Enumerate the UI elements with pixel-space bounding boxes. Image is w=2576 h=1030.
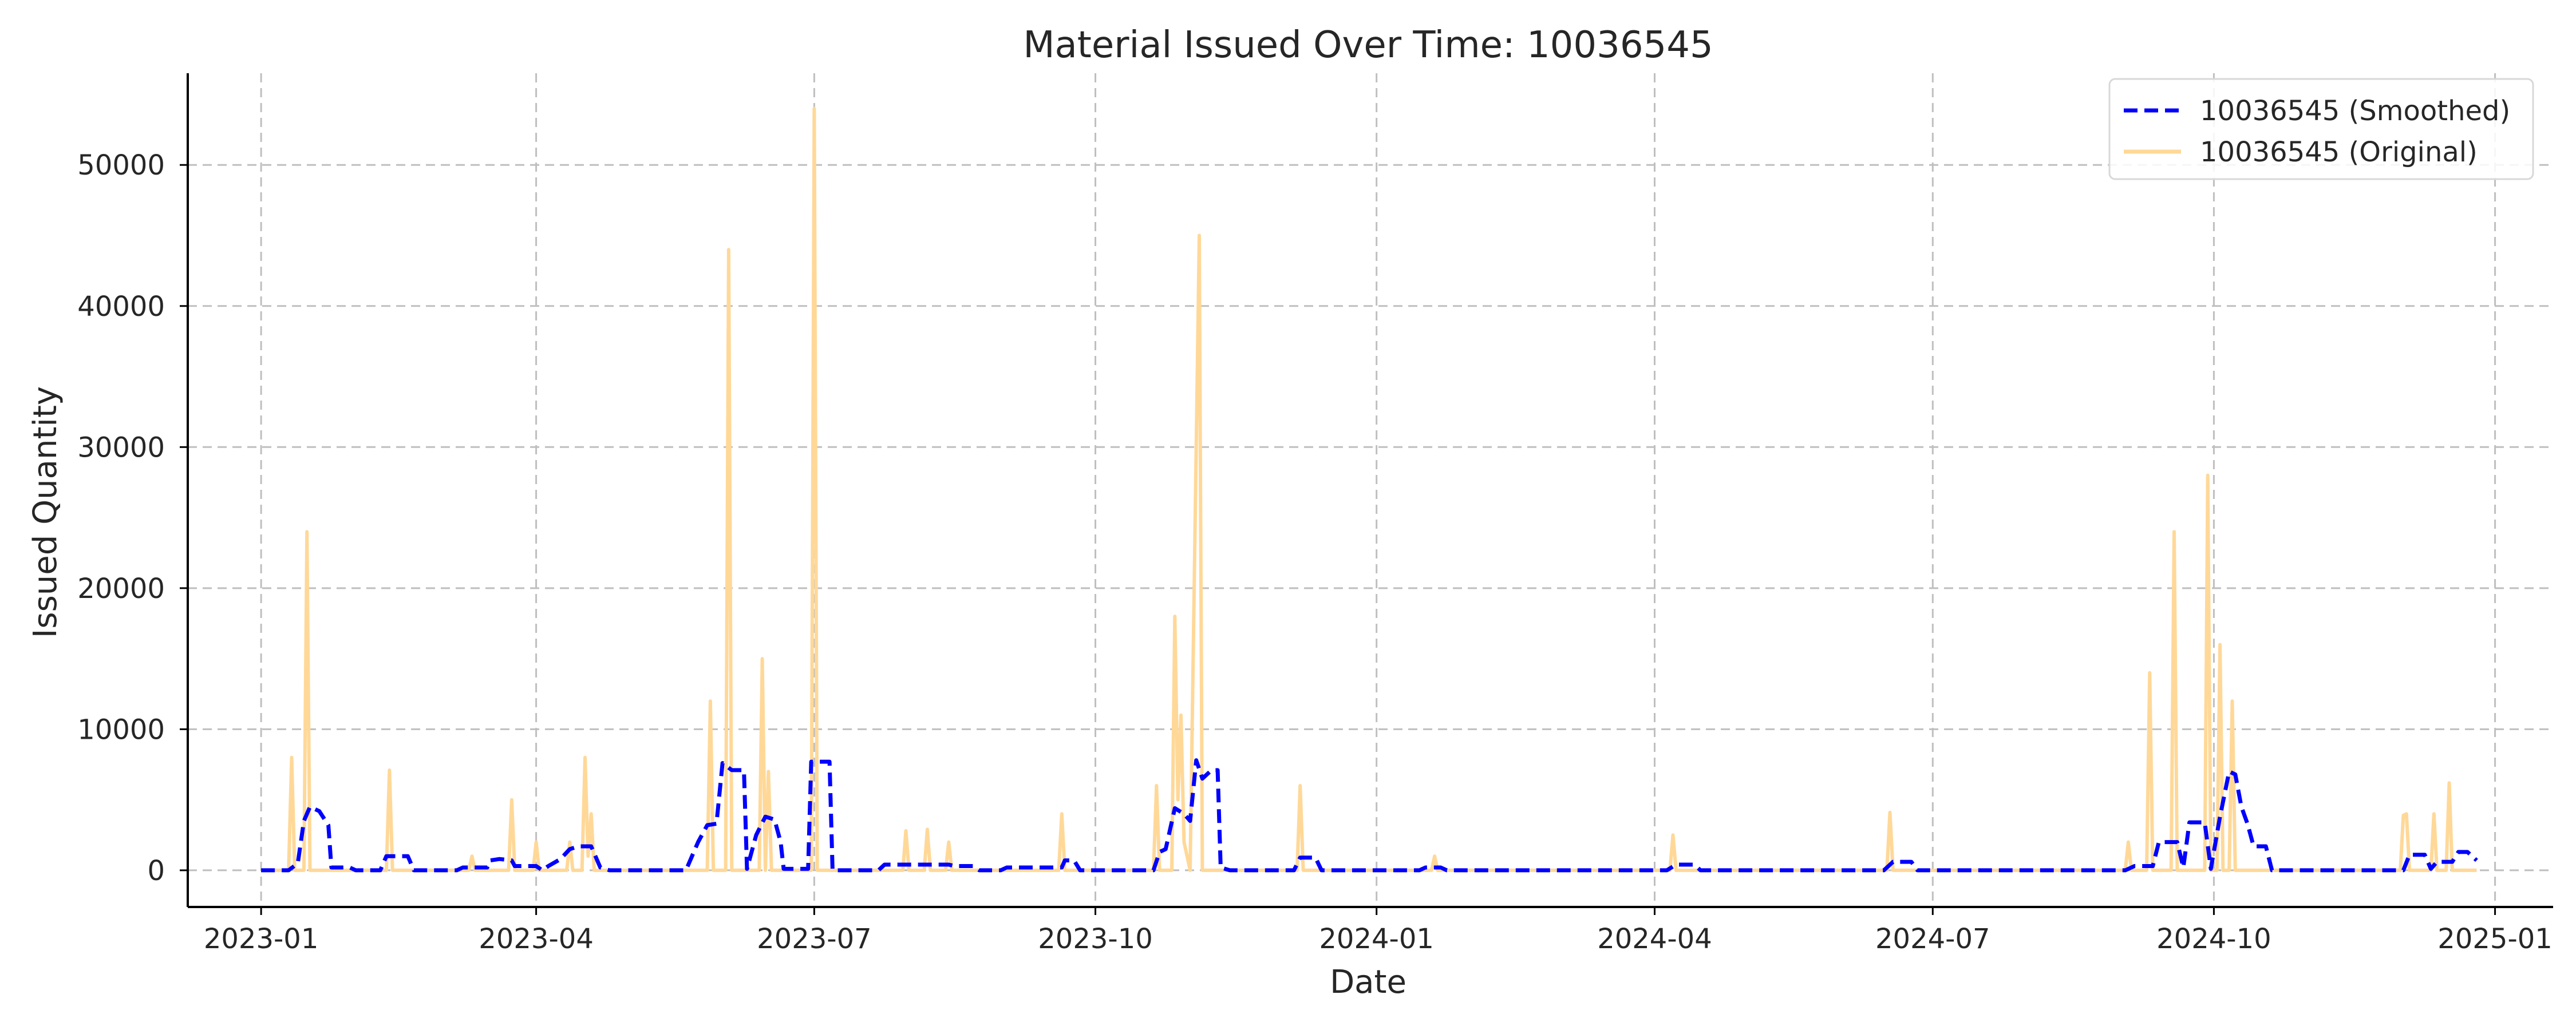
legend: 10036545 (Smoothed) 10036545 (Original)	[2108, 78, 2534, 180]
x-axis-label: Date	[1330, 964, 1406, 1001]
x-tick-label: 2025-01	[2437, 923, 2553, 955]
x-tick-label: 2024-07	[1875, 923, 1990, 955]
series-line-original	[261, 106, 2477, 872]
legend-label-original: 10036545 (Original)	[2200, 136, 2478, 168]
legend-label-smoothed: 10036545 (Smoothed)	[2200, 95, 2510, 127]
series-line-smoothed	[261, 758, 2478, 873]
y-axis-ticks: 0 10000 20000 30000 40000 50000	[77, 149, 188, 887]
x-tick-label: 2023-04	[479, 923, 594, 955]
grid	[188, 73, 2553, 907]
x-tick-label: 2024-01	[1319, 923, 1434, 955]
series-group	[261, 106, 2478, 873]
x-tick-label: 2023-01	[204, 923, 319, 955]
axes	[187, 73, 2553, 908]
legend-frame	[2108, 78, 2534, 180]
y-tick-label: 40000	[77, 291, 165, 323]
x-tick-label: 2024-04	[1597, 923, 1712, 955]
x-tick-label: 2024-10	[2156, 923, 2271, 955]
y-tick-label: 30000	[77, 431, 165, 464]
x-axis-ticks: 2023-01 2023-04 2023-07 2023-10 2024-01 2024-…	[204, 907, 2553, 955]
y-axis-label: Issued Quantity	[27, 386, 64, 638]
y-tick-label: 50000	[77, 149, 165, 181]
y-tick-label: 10000	[77, 714, 165, 746]
y-tick-label: 20000	[77, 573, 165, 605]
chart-title: Material Issued Over Time: 10036545	[1023, 24, 1713, 66]
x-tick-label: 2023-07	[757, 923, 872, 955]
x-tick-label: 2023-10	[1038, 923, 1153, 955]
y-tick-label: 0	[147, 855, 165, 887]
